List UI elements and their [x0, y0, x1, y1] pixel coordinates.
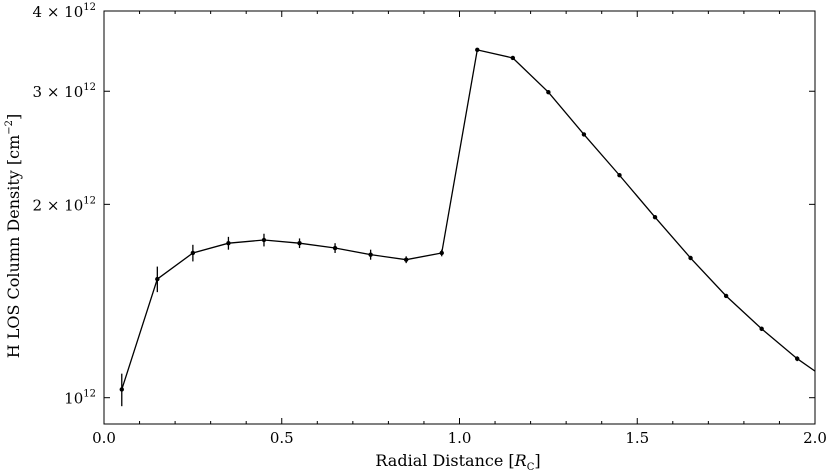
- data-point: [617, 173, 622, 178]
- data-point: [546, 89, 551, 95]
- y-axis-label-text: H LOS Column Density [cm: [4, 135, 23, 359]
- y-tick-mantissa: 10: [64, 390, 83, 408]
- y-axis-label: H LOS Column Density [cm−2]: [4, 114, 23, 359]
- data-point: [226, 240, 231, 246]
- data-point: [190, 250, 196, 256]
- data-point: [368, 252, 373, 257]
- series-layer: [119, 47, 816, 407]
- x-tick-label: 1.5: [625, 429, 649, 447]
- data-point: [688, 255, 693, 261]
- x-tick-label: 1.0: [448, 429, 472, 447]
- y-tick-exponent: 12: [83, 82, 96, 93]
- x-axis-label-end: ]: [534, 451, 540, 470]
- data-point: [723, 293, 729, 299]
- data-point: [759, 326, 764, 332]
- data-point: [795, 356, 800, 361]
- data-point: [439, 250, 444, 256]
- data-point: [652, 214, 658, 220]
- y-tick-label: 1012: [64, 389, 96, 408]
- y-axis-label-superscript: −2: [4, 120, 15, 135]
- y-tick-label: 2 × 1012: [33, 195, 96, 214]
- x-axis-label: Radial Distance [RC]: [375, 451, 540, 471]
- x-tick-label: 2.0: [803, 429, 827, 447]
- data-point: [261, 237, 267, 243]
- y-tick-mantissa: 4 × 10: [33, 3, 84, 21]
- x-axis-label-subscript: C: [527, 462, 535, 471]
- y-tick-exponent: 12: [83, 389, 96, 400]
- data-point: [297, 240, 302, 246]
- data-point: [510, 55, 516, 61]
- data-point: [332, 245, 338, 251]
- y-tick-label: 4 × 1012: [33, 2, 96, 21]
- data-point: [475, 47, 480, 53]
- x-tick-label: 0.0: [92, 429, 116, 447]
- y-tick-exponent: 12: [83, 2, 96, 13]
- y-tick-exponent: 12: [83, 195, 96, 206]
- x-tick-label: 0.5: [270, 429, 294, 447]
- data-point: [581, 132, 587, 137]
- x-axis-label-symbol: R: [514, 451, 527, 470]
- y-axis-label-end: ]: [4, 114, 23, 120]
- y-tick-label: 3 × 1012: [33, 82, 96, 101]
- y-tick-mantissa: 3 × 10: [33, 83, 84, 101]
- data-point: [155, 276, 160, 282]
- plot-frame: [103, 10, 816, 425]
- x-axis-label-text: Radial Distance [: [375, 451, 514, 470]
- data-point: [119, 387, 124, 392]
- y-tick-mantissa: 2 × 10: [33, 196, 84, 214]
- data-point: [403, 257, 409, 262]
